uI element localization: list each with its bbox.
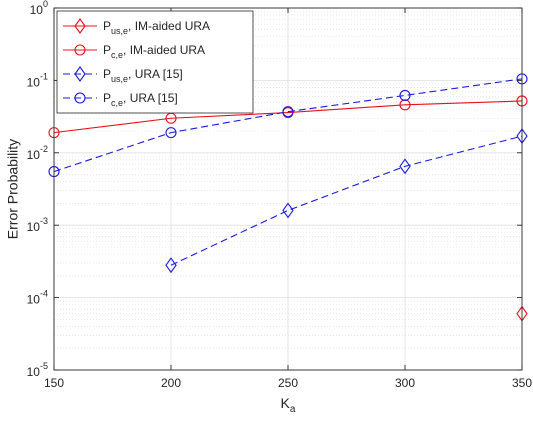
x-axis-ticks: 150 200 250 300 350 bbox=[44, 8, 532, 390]
diamond-marker bbox=[165, 257, 177, 274]
legend-box bbox=[56, 10, 254, 114]
legend-entry: Pus,e, IM-aided URA bbox=[63, 18, 210, 36]
circle-marker bbox=[399, 99, 411, 111]
circle-marker bbox=[74, 44, 86, 56]
legend-label: Pus,e, IM-aided URA bbox=[103, 19, 210, 36]
x-tick-label: 300 bbox=[395, 376, 415, 390]
x-tick-label: 350 bbox=[512, 376, 532, 390]
x-tick-label: 150 bbox=[44, 376, 64, 390]
circle-marker bbox=[165, 127, 177, 139]
y-axis-label: Error Probability bbox=[5, 139, 21, 239]
legend-entry: Pus,e, URA [15] bbox=[63, 66, 183, 84]
circle-marker bbox=[399, 89, 411, 101]
y-axis-ticks: 10-5 10-4 10-3 10-2 10-1 100 bbox=[27, 0, 522, 379]
x-axis-label-main: K bbox=[281, 395, 291, 411]
legend-label: Pc,e, URA [15] bbox=[103, 91, 178, 108]
diamond-marker bbox=[74, 18, 86, 34]
y-tick-label: 10-5 bbox=[27, 361, 48, 379]
y-tick-label: 10-1 bbox=[27, 71, 48, 89]
diamond-marker bbox=[399, 158, 411, 175]
legend-label: Pc,e, IM-aided URA bbox=[103, 43, 205, 60]
series-line bbox=[53, 100, 523, 134]
legend-entry: Pc,e, IM-aided URA bbox=[63, 43, 205, 60]
legend: Pus,e, IM-aided URA Pc,e, IM-aided URA Pus… bbox=[56, 10, 254, 114]
x-axis-label-sub: a bbox=[290, 404, 296, 415]
legend-label: Pus,e, URA [15] bbox=[103, 67, 183, 84]
diamond-marker bbox=[282, 202, 294, 219]
y-tick-label: 10-4 bbox=[27, 289, 48, 307]
circle-marker bbox=[74, 92, 86, 104]
y-tick-label: 100 bbox=[30, 0, 48, 17]
x-tick-label: 250 bbox=[278, 376, 298, 390]
circle-marker bbox=[282, 106, 294, 118]
x-tick-label: 200 bbox=[161, 376, 181, 390]
series-line bbox=[170, 135, 523, 266]
diamond-marker bbox=[74, 66, 86, 82]
legend-entry: Pc,e, URA [15] bbox=[63, 91, 178, 108]
series-line bbox=[53, 78, 523, 173]
x-axis-label: Ka bbox=[281, 395, 296, 415]
y-tick-label: 10-3 bbox=[27, 216, 48, 234]
y-tick-label: 10-2 bbox=[27, 144, 48, 162]
